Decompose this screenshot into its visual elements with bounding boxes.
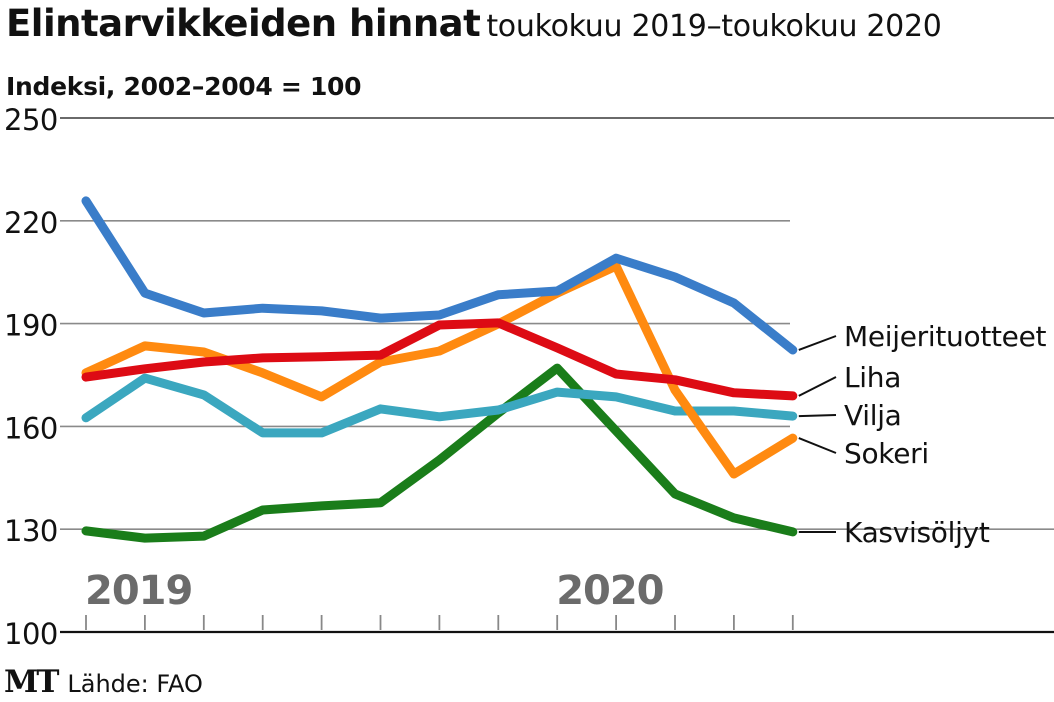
leader-line-sokeri xyxy=(798,437,837,454)
y-tick-label-130: 130 xyxy=(4,514,58,548)
year-label-2020: 2020 xyxy=(556,568,663,614)
x-ticks xyxy=(85,615,794,630)
leader-line-liha xyxy=(798,376,837,397)
year-labels: 2019 2020 xyxy=(85,568,665,614)
y-tick-label-160: 160 xyxy=(4,411,58,445)
chart-subtitle: toukokuu 2019–toukokuu 2020 xyxy=(486,9,942,44)
gridlines xyxy=(60,117,1054,634)
chart-title-row: Elintarvikkeiden hinnat toukokuu 2019–tou… xyxy=(6,2,942,45)
legend: Meijerituotteet Liha Vilja Sokeri Kasvisöljy… xyxy=(798,320,1047,549)
leader-line-vilja xyxy=(798,414,837,418)
y-tick-labels: 100 130 160 190 220 250 xyxy=(4,103,58,651)
y-tick-label-100: 100 xyxy=(4,617,58,651)
series-lines xyxy=(81,196,798,543)
series-line-kasvis-ljyt xyxy=(81,363,798,543)
legend-label-kasvis-ljyt: Kasvisöljyt xyxy=(844,516,990,549)
y-tick-label-220: 220 xyxy=(4,206,58,240)
y-axis-label: Indeksi, 2002–2004 = 100 xyxy=(6,72,362,101)
legend-label-liha: Liha xyxy=(844,361,901,394)
series-line-meijerituotteet xyxy=(81,196,798,355)
series-line-sokeri xyxy=(81,261,798,479)
y-tick-label-250: 250 xyxy=(4,103,58,137)
series-line-liha xyxy=(81,318,798,401)
y-tick-label-190: 190 xyxy=(4,309,58,343)
mt-logo: MT xyxy=(4,664,59,700)
legend-label-vilja: Vilja xyxy=(844,399,902,432)
leader-line-meijerituotteet xyxy=(798,335,837,351)
series-line-vilja xyxy=(81,373,798,438)
footer: MT Lähde: FAO xyxy=(4,664,203,700)
chart-title: Elintarvikkeiden hinnat xyxy=(6,2,481,45)
year-label-2019: 2019 xyxy=(85,568,192,614)
legend-label-sokeri: Sokeri xyxy=(844,437,929,470)
source-note: Lähde: FAO xyxy=(67,670,203,698)
legend-label-meijerituotteet: Meijerituotteet xyxy=(844,320,1047,353)
